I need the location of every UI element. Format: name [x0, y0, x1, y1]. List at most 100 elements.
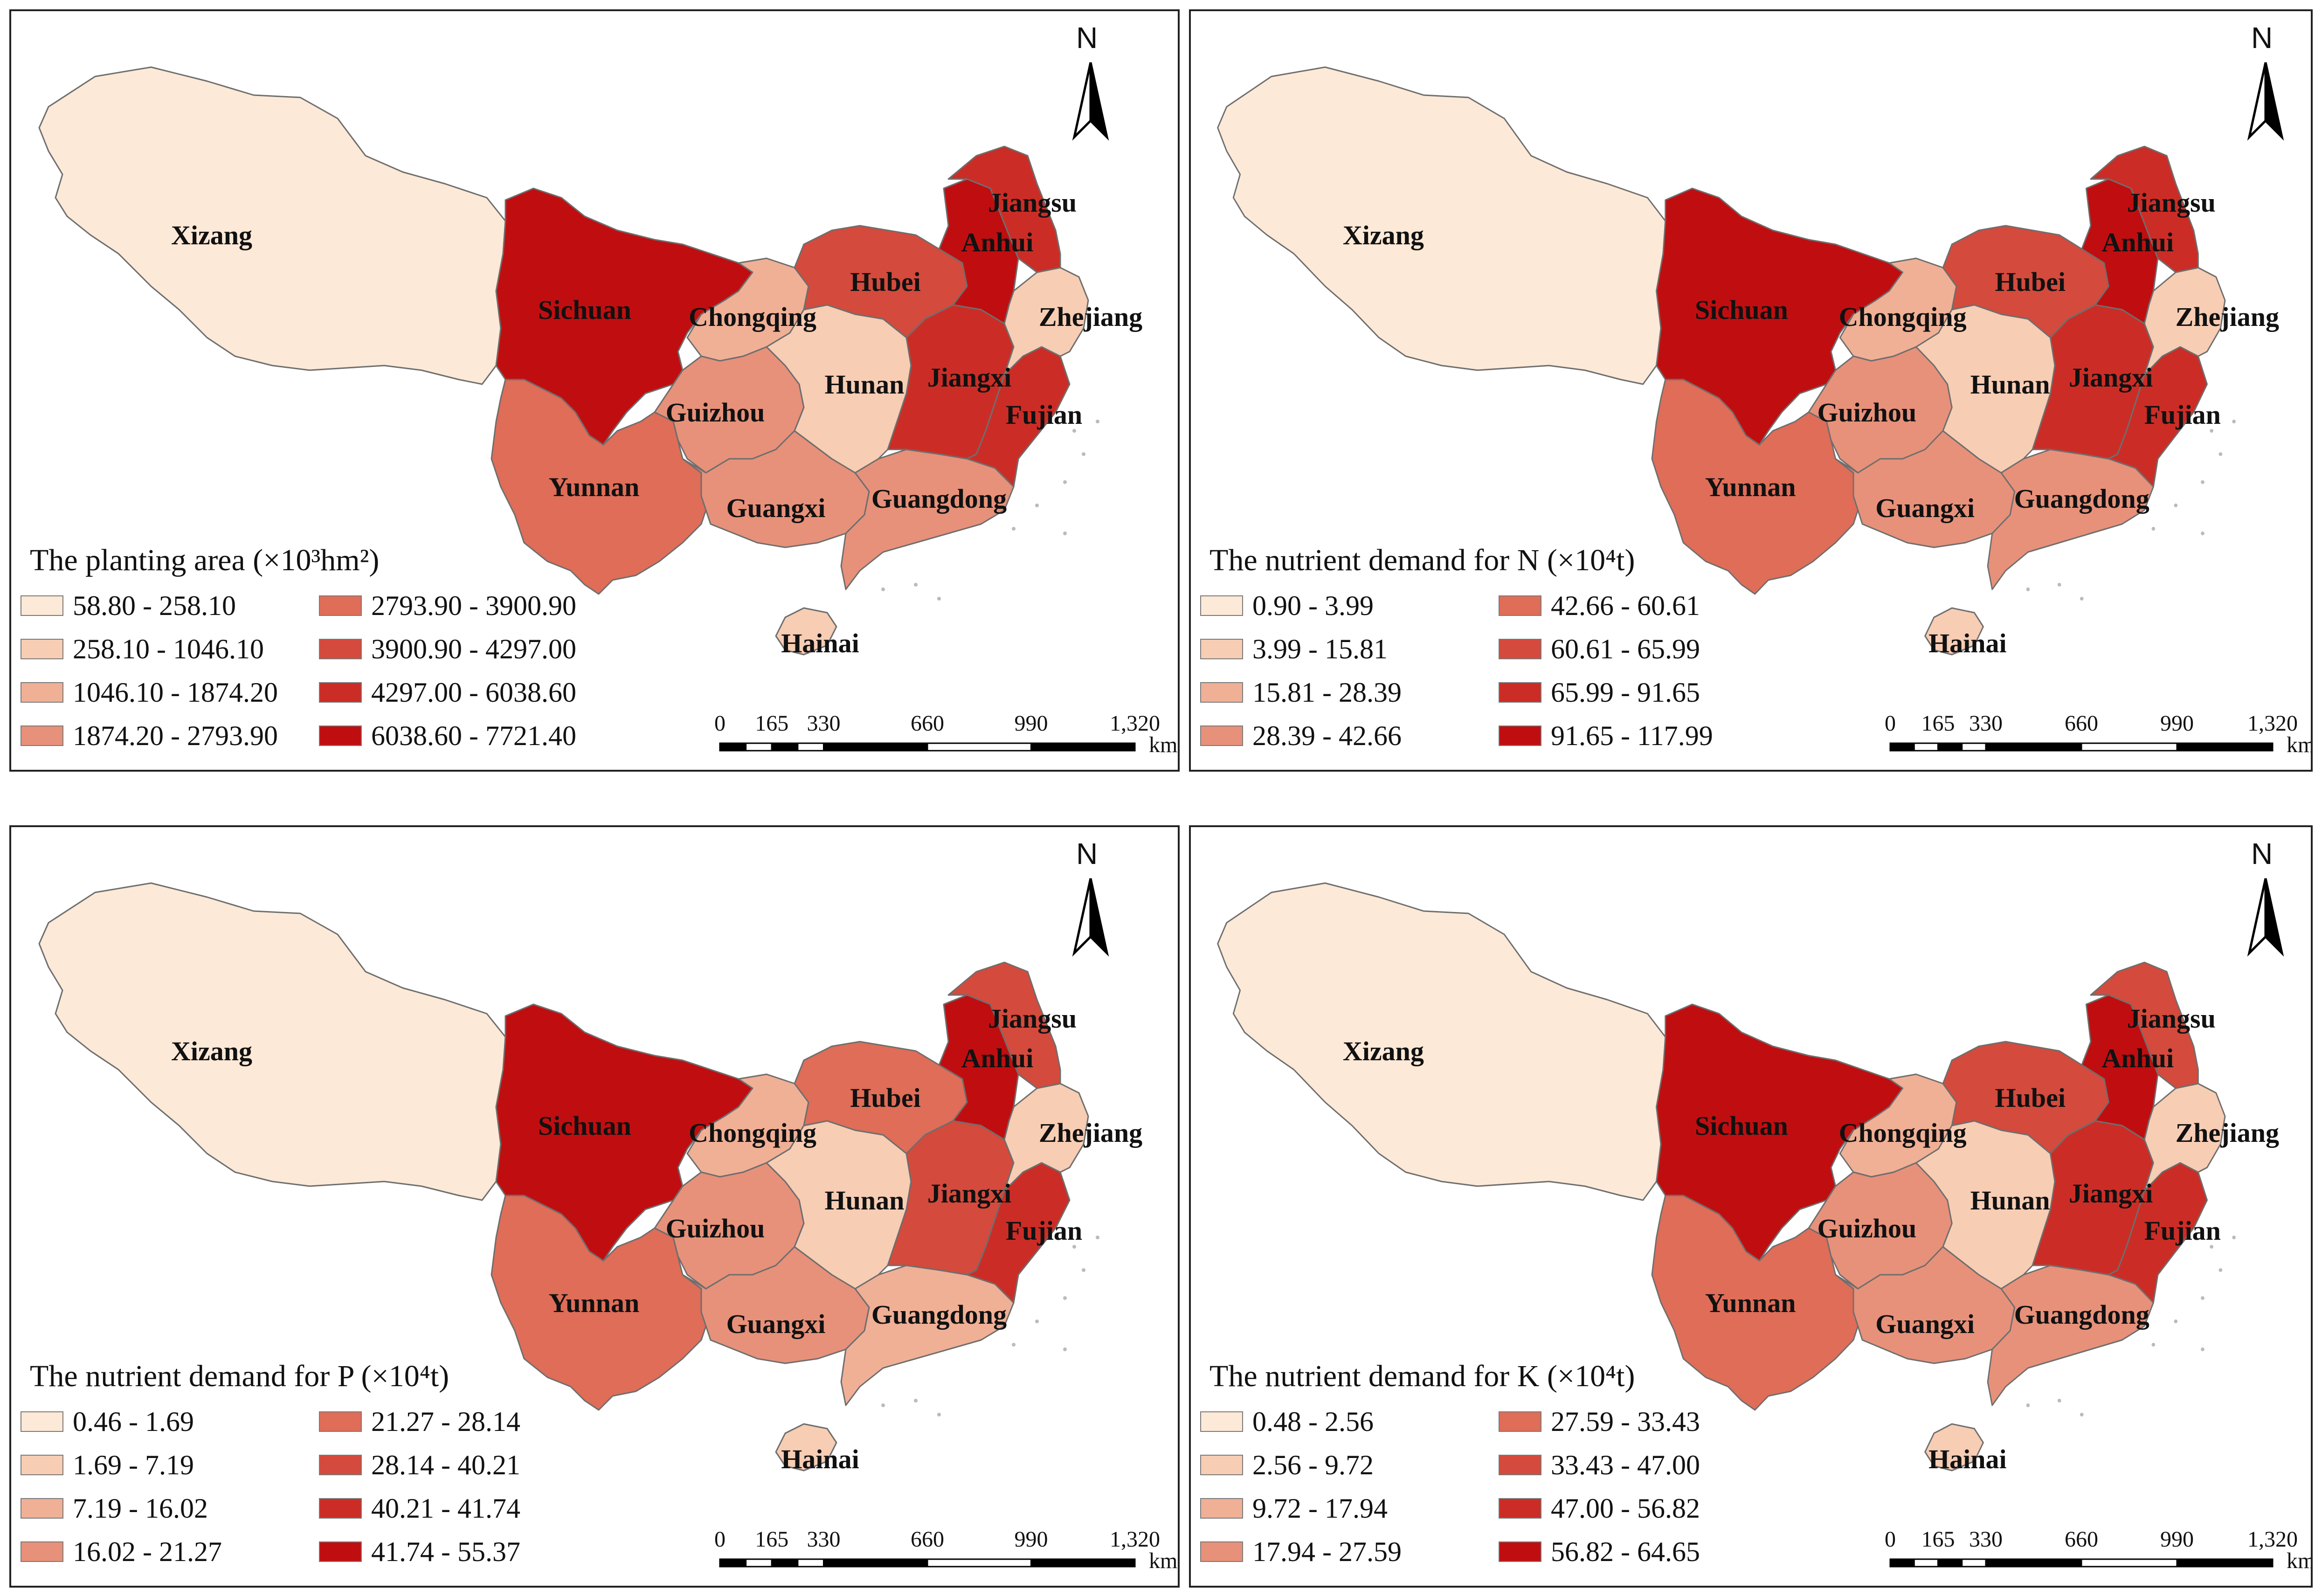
province-hainai: [775, 1423, 837, 1472]
province-label-guangdong: Guangdong: [871, 1299, 1007, 1330]
scale-tick-label: 990: [2160, 1527, 2194, 1552]
north-label: N: [2251, 21, 2273, 55]
legend: 0.90 - 3.99 3.99 - 15.81 15.81 - 28.39 28.3…: [1200, 589, 1806, 767]
legend-label: 91.65 - 117.99: [1551, 720, 1713, 751]
province-jiangsu: [2090, 961, 2199, 1089]
province-label-hubei: Hubei: [1995, 1083, 2066, 1113]
legend-label: 28.14 - 40.21: [371, 1450, 520, 1480]
legend-swatch: [1499, 725, 1541, 746]
province-hainai: [1924, 607, 1984, 656]
legend-swatch: [1200, 595, 1243, 616]
province-guangdong: [1987, 449, 2154, 590]
legend-label: 7.19 - 16.02: [73, 1493, 208, 1524]
province-yunnan: [491, 379, 712, 595]
island-speck: [2151, 527, 2156, 531]
north-arrow-icon: [2247, 878, 2284, 957]
island-speck: [937, 597, 941, 601]
legend-label: 42.66 - 60.61: [1551, 590, 1700, 621]
province-label-yunnan: Yunnan: [1705, 1288, 1796, 1318]
map-canvas: Xizang Sichuan Chongqing Yunnan Guizhou Guang…: [1217, 882, 2279, 1474]
island-speck: [2218, 452, 2223, 456]
province-label-fujian: Fujian: [2144, 400, 2221, 430]
island-speck: [2174, 504, 2178, 507]
province-label-chongqing: Chongqing: [1839, 1118, 1967, 1148]
island-speck: [1012, 1343, 1016, 1347]
province-zhejiang: [2143, 267, 2226, 376]
province-label-guizhou: Guizhou: [1817, 397, 1916, 428]
province-label-hubei: Hubei: [850, 267, 921, 297]
province-label-xizang: Xizang: [1343, 1036, 1424, 1066]
scale-tick-label: 330: [1969, 1527, 2003, 1552]
island-speck: [2080, 1413, 2084, 1416]
island-speck: [2026, 587, 2030, 591]
island-speck: [2201, 1347, 2205, 1351]
scale-bar: 0 165 330 660 990 1,320 km: [1876, 1527, 2311, 1582]
map-panel-nitrogen-demand: Xizang Sichuan Chongqing Yunnan Guizhou Guang…: [1189, 9, 2313, 772]
province-label-sichuan: Sichuan: [538, 1111, 631, 1141]
province-jiangsu: [947, 145, 1061, 273]
legend-swatch: [319, 1498, 362, 1519]
island-speck: [2210, 429, 2214, 433]
legend-swatch: [1200, 1541, 1243, 1562]
legend-swatch: [319, 1455, 362, 1475]
island-speck: [2174, 1320, 2178, 1323]
legend-swatch: [319, 725, 362, 746]
legend-swatch: [1499, 1455, 1541, 1475]
legend-label: 56.82 - 64.65: [1551, 1536, 1700, 1567]
legend-label: 2793.90 - 3900.90: [371, 590, 576, 621]
scale-bar: 0 165 330 660 990 1,320 km: [706, 1527, 1177, 1582]
province-label-hunan: Hunan: [1970, 369, 2050, 400]
scale-tick-label: 990: [2160, 711, 2194, 736]
province-label-anhui: Anhui: [2101, 227, 2174, 257]
province-hainai: [1924, 1423, 1984, 1472]
scale-bar-graphic: [719, 1558, 1136, 1568]
legend-label: 33.43 - 47.00: [1551, 1450, 1700, 1480]
island-speck: [2201, 532, 2205, 535]
legend-label: 65.99 - 91.65: [1551, 677, 1700, 708]
island-speck: [2201, 1296, 2205, 1300]
province-label-guangxi: Guangxi: [1875, 493, 1975, 523]
legend-swatch: [319, 1541, 362, 1562]
scale-tick-label: 0: [1885, 711, 1896, 736]
province-xizang: [1217, 882, 1666, 1201]
legend-swatch: [1499, 595, 1541, 616]
province-label-jiangsu: Jiangsu: [988, 1003, 1077, 1034]
island-speck: [2057, 1399, 2061, 1403]
legend-label: 60.61 - 65.99: [1551, 634, 1700, 664]
scale-tick-label: 165: [755, 1527, 789, 1552]
scale-tick-label: 330: [807, 711, 841, 736]
coastal-islands: [2026, 420, 2236, 601]
province-label-fujian: Fujian: [2144, 1216, 2221, 1246]
island-speck: [2057, 583, 2061, 587]
legend-label: 3.99 - 15.81: [1252, 634, 1388, 664]
north-arrow: N: [1065, 836, 1116, 958]
province-layer: [1217, 882, 2236, 1472]
province-yunnan: [491, 1195, 712, 1411]
island-speck: [2151, 1343, 2156, 1347]
north-arrow: N: [1065, 21, 1116, 142]
island-speck: [914, 583, 918, 587]
island-speck: [1096, 420, 1099, 423]
legend-label: 28.39 - 42.66: [1252, 720, 1402, 751]
legend-label: 258.10 - 1046.10: [73, 634, 264, 664]
scale-tick-label: 165: [1921, 1527, 1955, 1552]
province-label-sichuan: Sichuan: [538, 295, 631, 325]
island-speck: [1012, 527, 1016, 531]
province-label-hainai: Hainai: [781, 1444, 859, 1474]
north-arrow-icon: [1072, 878, 1109, 957]
island-speck: [1072, 429, 1076, 433]
province-xizang: [38, 882, 506, 1201]
island-speck: [2080, 597, 2084, 601]
legend-label: 17.94 - 27.59: [1252, 1536, 1402, 1567]
scale-tick-label: 660: [911, 1527, 944, 1552]
province-label-zhejiang: Zhejiang: [1039, 302, 1142, 332]
province-jiangsu: [947, 961, 1061, 1089]
legend-label: 2.56 - 9.72: [1252, 1450, 1374, 1480]
province-label-hainai: Hainai: [1928, 1444, 2007, 1474]
province-xizang: [1217, 66, 1666, 385]
scale-bar: 0 165 330 660 990 1,320 km: [1876, 711, 2311, 767]
province-label-guangxi: Guangxi: [726, 493, 826, 523]
scale-tick-label: 165: [1921, 711, 1955, 736]
north-arrow: N: [2240, 21, 2291, 142]
scale-bar-graphic: [1889, 742, 2274, 752]
